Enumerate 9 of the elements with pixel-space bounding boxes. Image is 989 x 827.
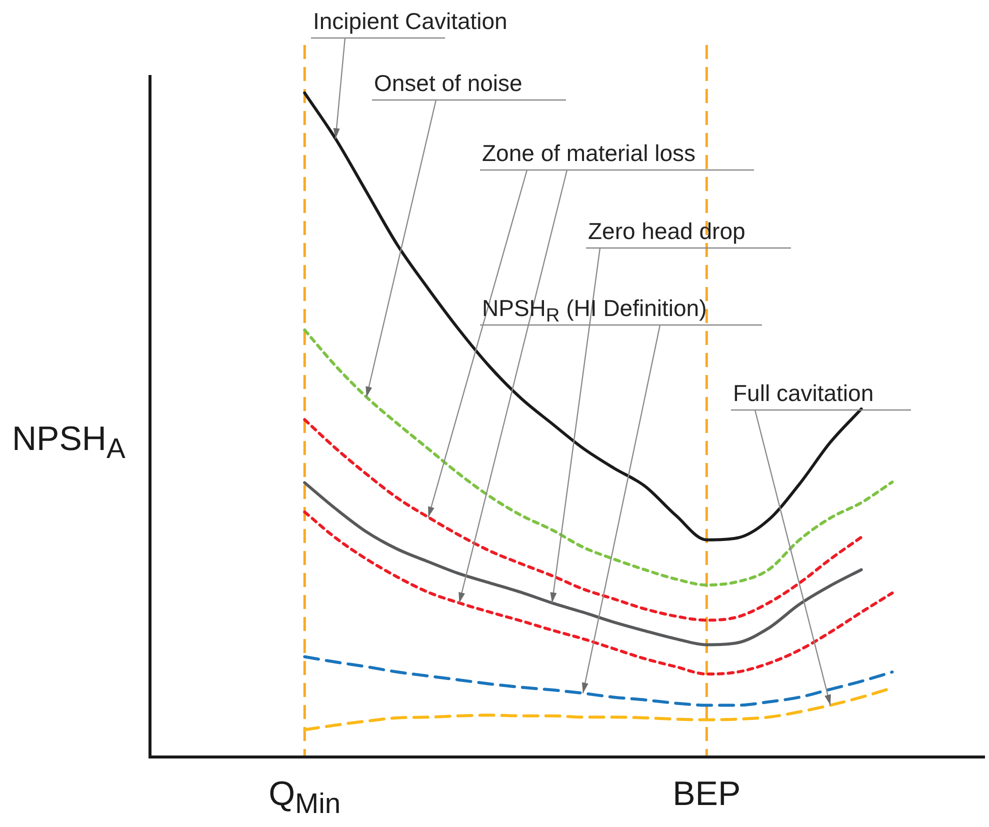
text: Incipient Cavitation xyxy=(313,8,508,35)
annotation: NPSH$_{R}$ (HI Definition) xyxy=(482,295,707,328)
annotation: Full cavitation xyxy=(733,380,874,407)
y-axis-title: NPSH$_{A}$ xyxy=(12,420,126,466)
annotation: Onset of noise xyxy=(374,70,522,97)
annotation: Zone of material loss xyxy=(482,140,696,167)
x-tick-label: Q$_{Min}$ xyxy=(268,775,341,821)
x-tick-label: BEP xyxy=(672,775,741,814)
annotation: Zero head drop xyxy=(588,218,746,245)
